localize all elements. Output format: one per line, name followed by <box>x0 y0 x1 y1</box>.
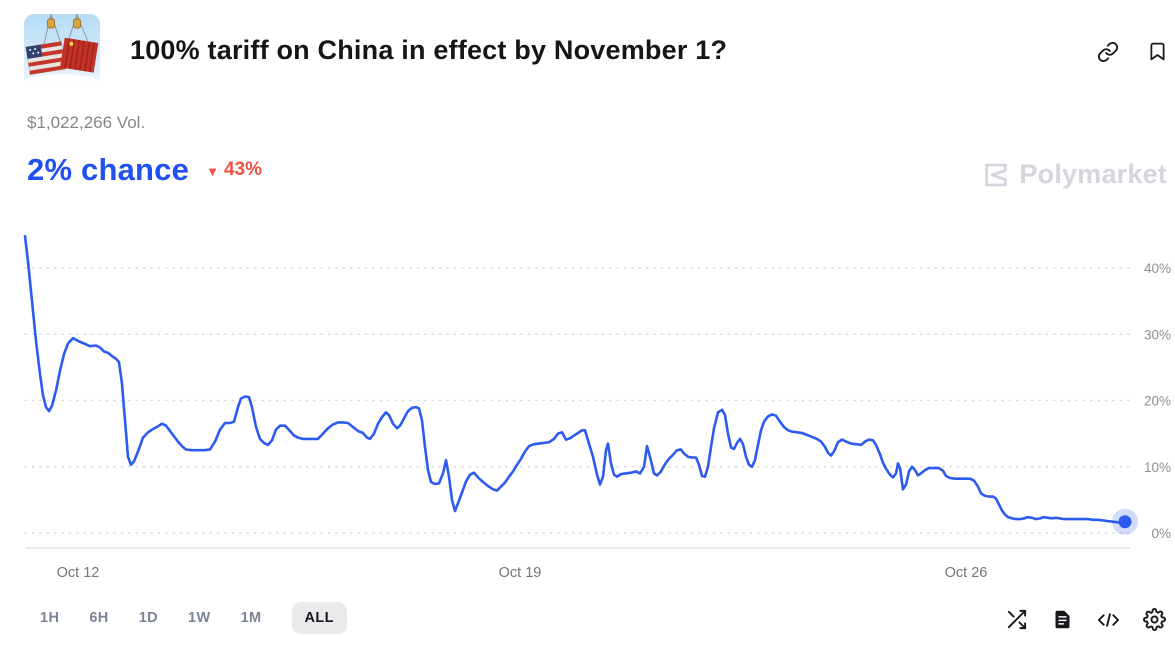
y-tick-label-40: 40% <box>1144 261 1171 276</box>
timeframe-button-1h[interactable]: 1H <box>40 602 59 634</box>
compare-markets-button[interactable] <box>1005 608 1028 631</box>
code-icon <box>1097 612 1120 627</box>
settings-button[interactable] <box>1143 608 1166 631</box>
x-tick-label: Oct 19 <box>499 565 542 581</box>
price-line-yes[interactable] <box>23 234 1128 524</box>
x-tick-label: Oct 26 <box>945 565 988 581</box>
header-actions <box>1096 40 1169 63</box>
timeframe-selector: 1H 6H 1D 1W 1M ALL <box>40 602 347 634</box>
bookmark-button[interactable] <box>1146 40 1169 63</box>
page-title: 100% tariff on China in effect by Novemb… <box>130 35 728 65</box>
price-change-badge: ▼ 43% <box>206 159 262 181</box>
bookmark-icon <box>1150 42 1165 61</box>
chance-value: 2% chance <box>27 152 190 187</box>
gear-icon <box>1143 608 1166 631</box>
shuffle-icon <box>1007 609 1027 630</box>
polymarket-watermark: Polymarket <box>982 159 1167 190</box>
price-change-value: 43% <box>223 159 262 180</box>
copy-link-button[interactable] <box>1096 40 1119 63</box>
polymarket-logo-text: Polymarket <box>1019 159 1167 189</box>
chart-toolbar <box>1005 608 1166 631</box>
arrow-down-icon: ▼ <box>206 163 219 179</box>
volume-label: $1,022,266 Vol. <box>27 113 146 132</box>
polymarket-logo-icon <box>985 163 1008 186</box>
timeframe-button-1d[interactable]: 1D <box>139 602 158 634</box>
y-tick-label-30: 30% <box>1144 327 1171 342</box>
market-thumbnail <box>24 14 100 90</box>
y-tick-label-0: 0% <box>1151 526 1171 541</box>
link-icon <box>1097 41 1118 62</box>
timeframe-button-1m[interactable]: 1M <box>241 602 262 634</box>
document-icon <box>1055 610 1070 629</box>
endpoint-dot <box>1118 515 1132 529</box>
timeframe-button-1w[interactable]: 1W <box>188 602 211 634</box>
y-tick-label-10: 10% <box>1144 460 1171 475</box>
y-tick-label-20: 20% <box>1144 394 1171 409</box>
x-tick-label: Oct 12 <box>57 565 100 581</box>
timeframe-button-6h[interactable]: 6H <box>89 602 108 634</box>
chance-row: 2% chance ▼ 43% <box>27 152 262 188</box>
market-rules-button[interactable] <box>1051 608 1074 631</box>
embed-code-button[interactable] <box>1097 608 1120 631</box>
us-china-containers-image <box>24 14 100 90</box>
timeframe-button-all[interactable]: ALL <box>291 602 347 634</box>
